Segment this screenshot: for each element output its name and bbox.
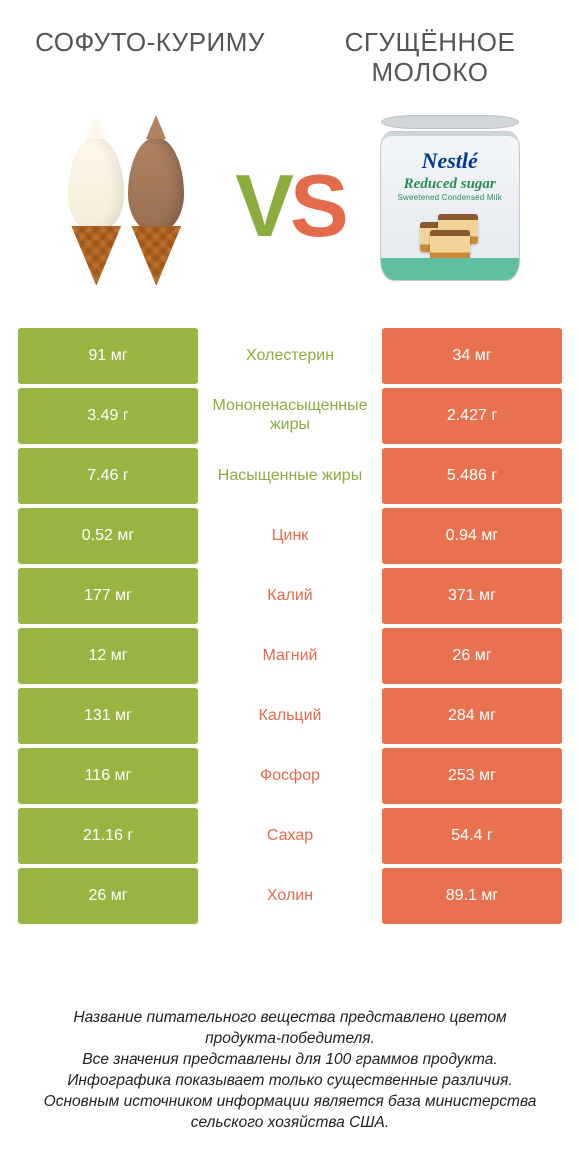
table-row: 91 мгХолестерин34 мг <box>18 328 562 384</box>
softserve-icon <box>55 116 205 296</box>
nutrient-label: Кальций <box>198 688 382 744</box>
nutrient-label: Насыщенные жиры <box>198 448 382 504</box>
value-right: 89.1 мг <box>382 868 562 924</box>
nutrient-label: Сахар <box>198 808 382 864</box>
value-right: 5.486 г <box>382 448 562 504</box>
value-left: 177 мг <box>18 568 198 624</box>
vs-v: V <box>235 156 290 255</box>
footer-line: Все значения представлены для 100 граммо… <box>34 1050 546 1071</box>
table-row: 131 мгКальций284 мг <box>18 688 562 744</box>
value-right: 253 мг <box>382 748 562 804</box>
product-right-image: Nestlé Reduced sugar Sweetened Condensed… <box>365 111 535 301</box>
value-left: 116 мг <box>18 748 198 804</box>
table-row: 0.52 мгЦинк0.94 мг <box>18 508 562 564</box>
can-subtitle: Reduced sugar <box>381 176 519 193</box>
value-right: 0.94 мг <box>382 508 562 564</box>
product-left-title: СОФУТО-КУРИМУ <box>30 28 270 58</box>
header: СОФУТО-КУРИМУ СГУЩЁННОЕ МОЛОКО <box>0 0 580 88</box>
can-subtitle2: Sweetened Condensed Milk <box>381 193 519 202</box>
nutrient-label: Холин <box>198 868 382 924</box>
product-left-image <box>45 111 215 301</box>
nutrient-label: Цинк <box>198 508 382 564</box>
footer-line: Инфографика показывает только существенн… <box>34 1071 546 1092</box>
value-right: 34 мг <box>382 328 562 384</box>
nutrient-label: Холестерин <box>198 328 382 384</box>
value-right: 54.4 г <box>382 808 562 864</box>
can-brand: Nestlé <box>381 148 519 174</box>
table-row: 12 мгМагний26 мг <box>18 628 562 684</box>
images-row: VS Nestlé Reduced sugar Sweetened Conden… <box>0 106 580 306</box>
value-left: 0.52 мг <box>18 508 198 564</box>
condensed-milk-can-icon: Nestlé Reduced sugar Sweetened Condensed… <box>375 121 525 291</box>
value-left: 131 мг <box>18 688 198 744</box>
table-row: 177 мгКалий371 мг <box>18 568 562 624</box>
value-left: 21.16 г <box>18 808 198 864</box>
footer-line: Основным источником информации является … <box>34 1092 546 1134</box>
value-left: 91 мг <box>18 328 198 384</box>
nutrient-label: Калий <box>198 568 382 624</box>
table-row: 3.49 гМононенасыщенные жиры2.427 г <box>18 388 562 444</box>
table-row: 116 мгФосфор253 мг <box>18 748 562 804</box>
value-right: 26 мг <box>382 628 562 684</box>
vs-s: S <box>290 156 345 255</box>
nutrient-label: Магний <box>198 628 382 684</box>
product-right-title: СГУЩЁННОЕ МОЛОКО <box>310 28 550 88</box>
vs-label: VS <box>235 155 344 257</box>
value-right: 284 мг <box>382 688 562 744</box>
table-row: 21.16 гСахар54.4 г <box>18 808 562 864</box>
comparison-table: 91 мгХолестерин34 мг3.49 гМононенасыщенн… <box>18 328 562 924</box>
footer-notes: Название питательного вещества представл… <box>0 1008 580 1134</box>
nutrient-label: Мононенасыщенные жиры <box>198 388 382 444</box>
table-row: 26 мгХолин89.1 мг <box>18 868 562 924</box>
value-left: 26 мг <box>18 868 198 924</box>
table-row: 7.46 гНасыщенные жиры5.486 г <box>18 448 562 504</box>
footer-line: Название питательного вещества представл… <box>34 1008 546 1050</box>
value-right: 371 мг <box>382 568 562 624</box>
value-left: 7.46 г <box>18 448 198 504</box>
value-right: 2.427 г <box>382 388 562 444</box>
value-left: 3.49 г <box>18 388 198 444</box>
value-left: 12 мг <box>18 628 198 684</box>
nutrient-label: Фосфор <box>198 748 382 804</box>
